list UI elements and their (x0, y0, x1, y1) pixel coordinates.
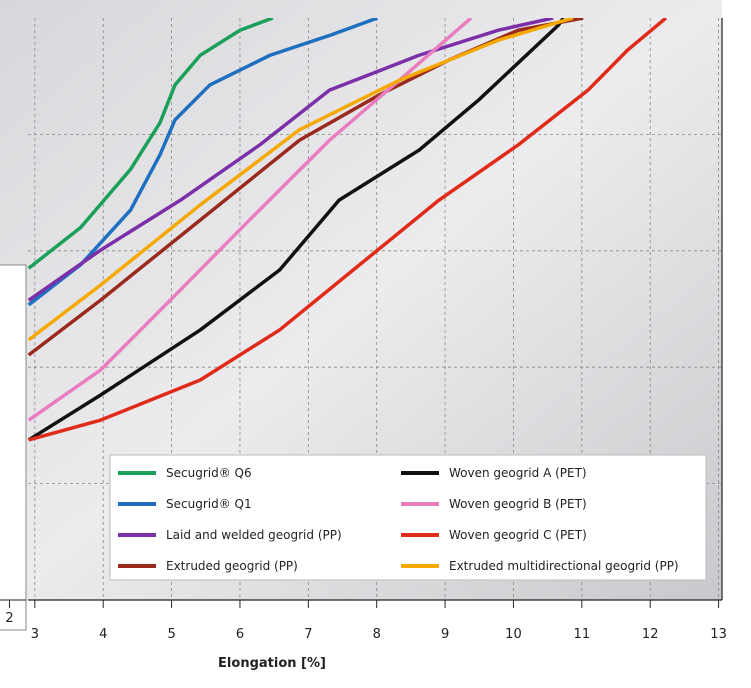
x-tick-label: 4 (99, 627, 107, 642)
inset-panel (0, 264, 27, 631)
legend-label: Secugrid® Q6 (166, 466, 252, 480)
x-tick-label: 12 (642, 627, 659, 642)
x-tick-label: 7 (304, 627, 312, 642)
x-tick-label: 6 (236, 627, 244, 642)
series-line (27, 18, 574, 342)
legend-label: Woven geogrid C (PET) (449, 528, 587, 542)
series-group (27, 18, 668, 442)
legend-label: Extruded geogrid (PP) (166, 559, 298, 573)
series-line (27, 18, 274, 270)
series-line (27, 18, 378, 307)
series-line (27, 18, 565, 442)
legend-label: Secugrid® Q1 (166, 497, 252, 511)
series-line (27, 18, 554, 302)
x-axis-label: Elongation [%] (218, 656, 326, 671)
x-tick-label: 5 (167, 627, 175, 642)
x-tick-label: 8 (373, 627, 381, 642)
series-line (27, 18, 584, 357)
series-line (28, 18, 668, 442)
x-tick-label: 9 (441, 627, 449, 642)
x-tick-label: 11 (574, 627, 591, 642)
legend-label: Woven geogrid B (PET) (449, 497, 587, 511)
x-tick-label: 13 (710, 627, 727, 642)
legend-label: Woven geogrid A (PET) (449, 466, 587, 480)
legend (109, 454, 707, 581)
legend-label: Laid and welded geogrid (PP) (166, 528, 342, 542)
x-tick-label: 2 (5, 611, 13, 626)
x-tick-label: 10 (505, 627, 522, 642)
x-tick-label: 3 (31, 627, 39, 642)
legend-label: Extruded multidirectional geogrid (PP) (449, 559, 679, 573)
